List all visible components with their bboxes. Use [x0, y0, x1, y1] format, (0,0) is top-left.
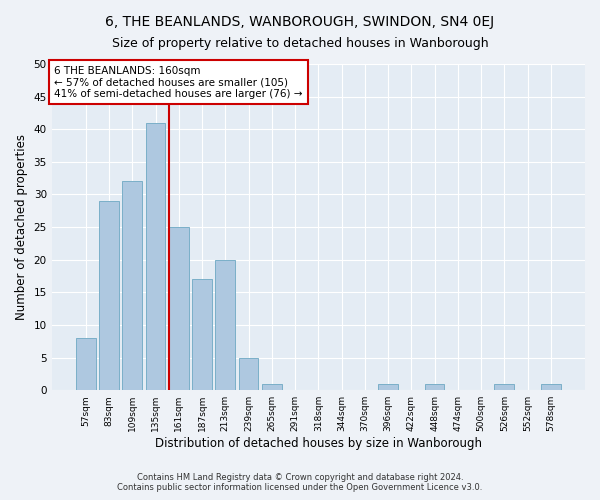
Text: 6, THE BEANLANDS, WANBOROUGH, SWINDON, SN4 0EJ: 6, THE BEANLANDS, WANBOROUGH, SWINDON, S…: [106, 15, 494, 29]
Bar: [262, 384, 282, 390]
Bar: [378, 384, 398, 390]
X-axis label: Distribution of detached houses by size in Wanborough: Distribution of detached houses by size …: [155, 437, 482, 450]
Bar: [215, 260, 235, 390]
Text: Size of property relative to detached houses in Wanborough: Size of property relative to detached ho…: [112, 38, 488, 51]
Bar: [239, 358, 259, 390]
Bar: [425, 384, 445, 390]
Bar: [122, 182, 142, 390]
Bar: [76, 338, 95, 390]
Bar: [494, 384, 514, 390]
Text: 6 THE BEANLANDS: 160sqm
← 57% of detached houses are smaller (105)
41% of semi-d: 6 THE BEANLANDS: 160sqm ← 57% of detache…: [55, 66, 303, 99]
Bar: [192, 280, 212, 390]
Bar: [99, 201, 119, 390]
Bar: [169, 227, 188, 390]
Text: Contains HM Land Registry data © Crown copyright and database right 2024.
Contai: Contains HM Land Registry data © Crown c…: [118, 473, 482, 492]
Bar: [541, 384, 561, 390]
Bar: [146, 122, 166, 390]
Y-axis label: Number of detached properties: Number of detached properties: [15, 134, 28, 320]
